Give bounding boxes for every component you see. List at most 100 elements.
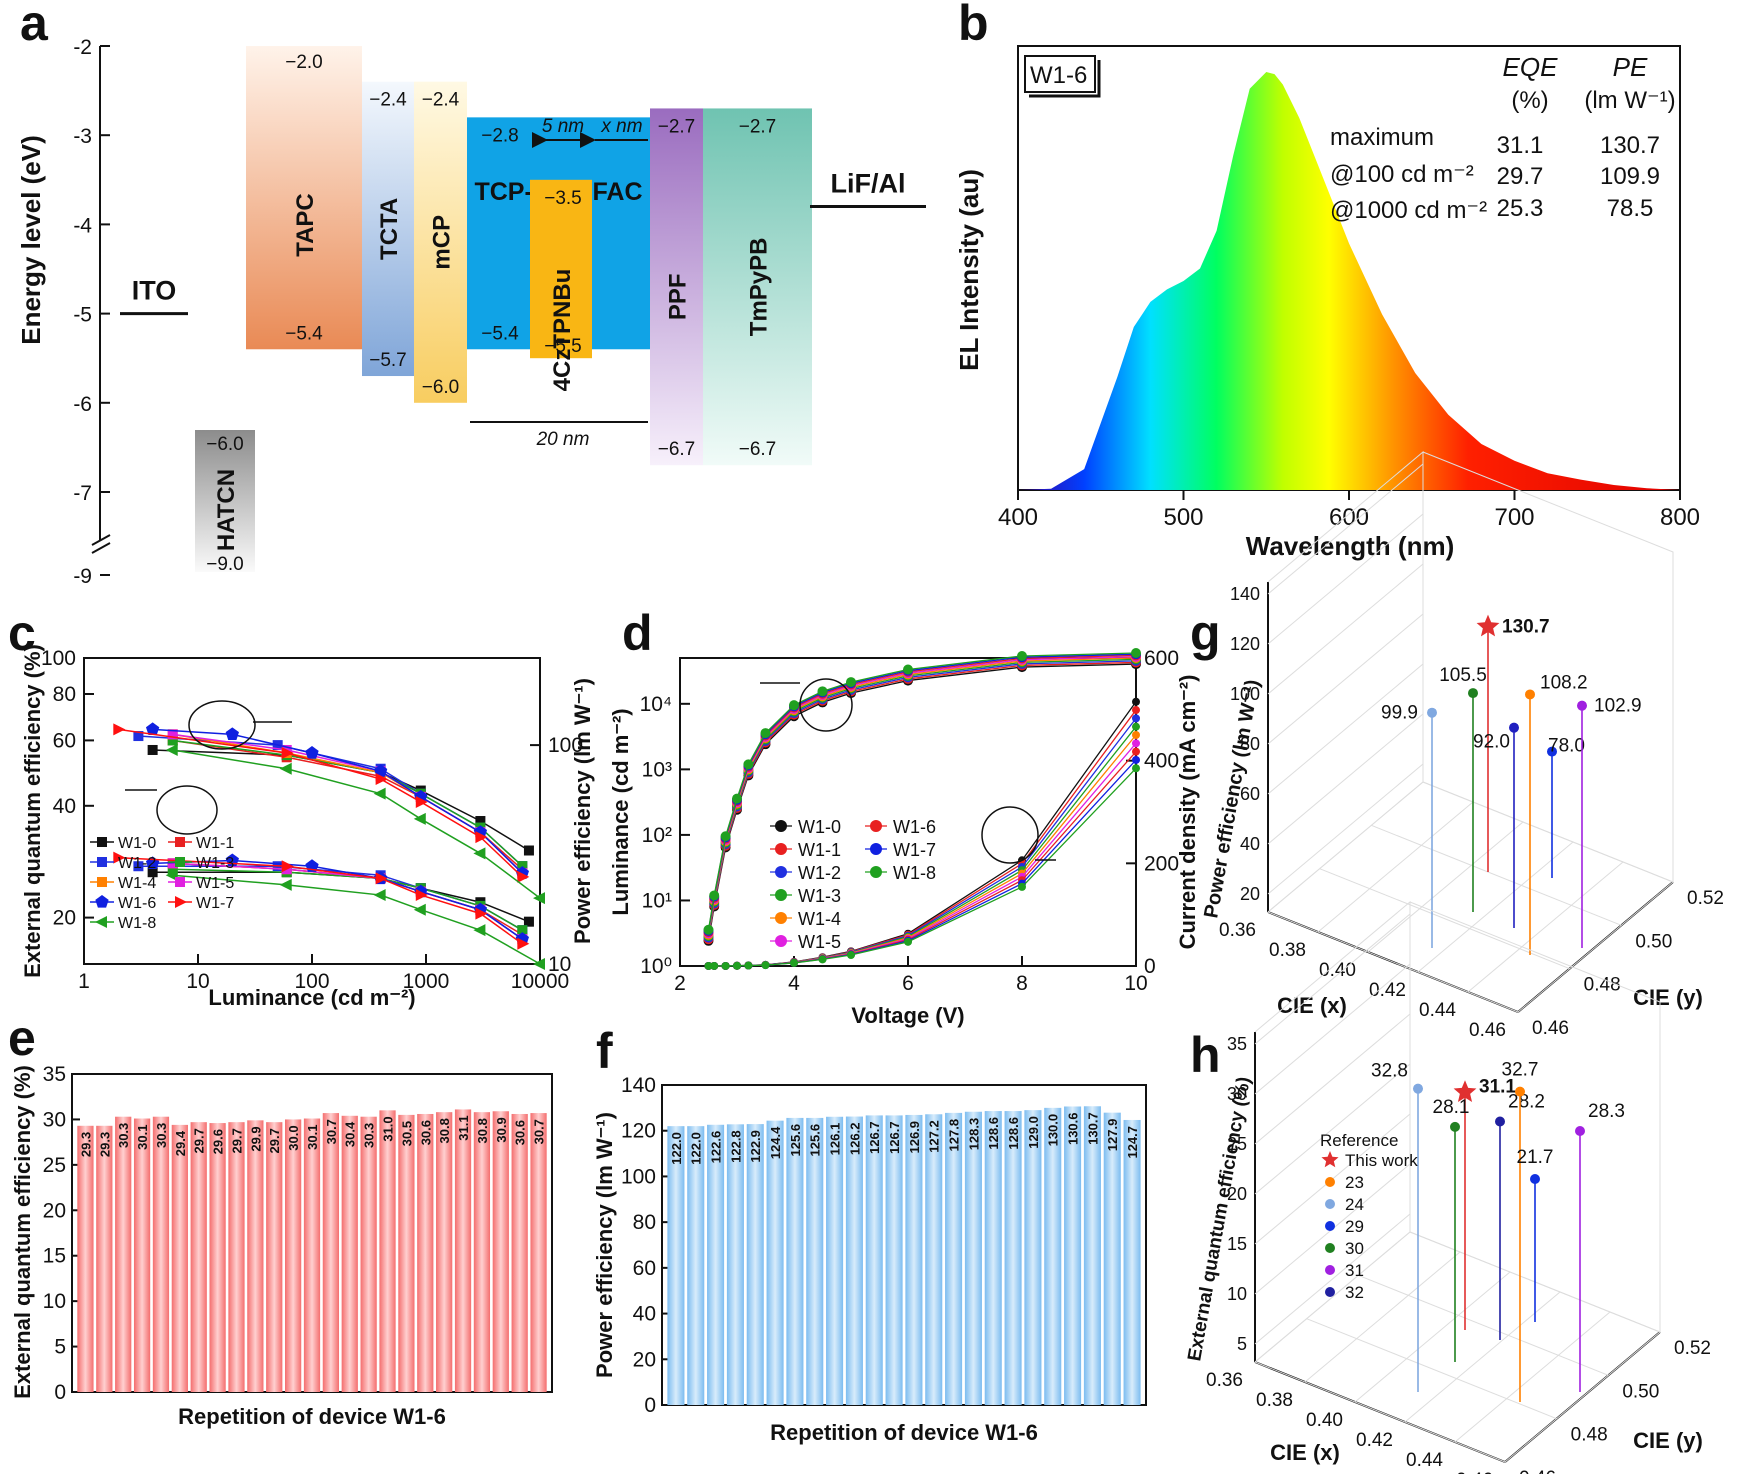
x-tick-label: 0.36 [1219, 920, 1256, 941]
panel-b: b 400 500 600 700 800 Wavelength (nm) EL Int… [954, 0, 1700, 561]
data-point [1132, 722, 1140, 731]
bar-label: 128.6 [1006, 1117, 1021, 1150]
bar-label: 122.0 [689, 1132, 704, 1165]
data-point [175, 837, 185, 847]
data-point [1132, 731, 1140, 739]
bar-y-tick-label: 10 [43, 1290, 66, 1313]
series-w1-6 [703, 650, 1141, 970]
bar [285, 1119, 302, 1392]
data-point [517, 925, 528, 936]
table-unit-pe: (lm W⁻¹) [1584, 87, 1675, 114]
data-point [305, 746, 319, 759]
data-point [167, 729, 178, 740]
bar-y-tick-label: 140 [621, 1074, 656, 1097]
data-point [903, 664, 913, 675]
data-point [1018, 882, 1026, 891]
bar-y-tick-label: 0 [54, 1381, 66, 1404]
data-point [761, 961, 770, 970]
bar-label: 31.1 [456, 1115, 471, 1140]
bar-label: 130.7 [1085, 1112, 1100, 1145]
bar [303, 1118, 321, 1392]
bar-y-tick-label: 25 [43, 1154, 66, 1177]
bar-label: 124.7 [1125, 1126, 1140, 1159]
jd-tick-label: 400 [1144, 750, 1179, 773]
layer-4cztpnbu-block [530, 179, 592, 359]
bar [1024, 1110, 1042, 1405]
series-line [172, 749, 541, 899]
layer-ppf-block [650, 108, 703, 466]
marker [1427, 707, 1437, 718]
data-point [475, 816, 486, 827]
data-point [279, 762, 292, 775]
panel-label-e: e [8, 1010, 36, 1066]
marker [1495, 1116, 1505, 1127]
bar [726, 1124, 744, 1405]
bar-label: 30.1 [305, 1125, 320, 1150]
bar [209, 1123, 226, 1392]
data-point [790, 958, 798, 967]
data-point [904, 937, 912, 946]
layer-tapc-block [246, 46, 362, 350]
lum-tick-label-d: 10² [642, 824, 672, 847]
z-tick-label: 15 [1227, 1234, 1247, 1254]
data-point [760, 728, 771, 739]
energy-tick-label: -9 [73, 565, 92, 588]
x-tick-label: 0.38 [1269, 940, 1306, 961]
bar [247, 1120, 264, 1392]
panel-d: d 2 4 6 8 10 10⁰ 10¹ 10² 10³ 10⁴ 0 200 400 600 W1-0 W1… [608, 605, 1200, 1028]
jd-tick-label: 600 [1144, 647, 1179, 670]
layer-ito-label: ITO [132, 276, 177, 306]
bar [945, 1112, 963, 1405]
legend-entry-c: W1-1 [196, 835, 234, 852]
wavelength-tick-label: 600 [1329, 504, 1369, 531]
z-tick-label: 60 [1240, 784, 1260, 804]
data-point [1132, 714, 1140, 723]
marker [1468, 688, 1478, 699]
data-point [817, 686, 828, 697]
pe-tick-label-c: 10 [548, 953, 571, 976]
layer-tcp-bp-sfac-homo: −5.4 [481, 323, 519, 344]
point-28.2: 28.2 [1495, 1092, 1545, 1340]
marker [1530, 1174, 1540, 1185]
series-w1-3 [703, 654, 1141, 970]
bar-label: 29.7 [192, 1128, 207, 1153]
el-intensity-axis-label: EL Intensity (au) [954, 169, 984, 371]
series-w1-8 [165, 743, 545, 970]
series-line [172, 868, 523, 931]
x-tick-label: 0.44 [1419, 1000, 1456, 1021]
layer-ppf-label: PPF [665, 273, 692, 320]
layer-4cztpnbu-homo: −5.5 [544, 336, 582, 357]
bar [228, 1122, 245, 1392]
el-spectrum-area [1018, 72, 1680, 490]
bar-label: 30.3 [116, 1123, 131, 1148]
panel-label-f: f [596, 1023, 613, 1079]
point-label: 99.9 [1381, 703, 1418, 724]
data-point [475, 831, 488, 844]
data-point [167, 864, 178, 875]
lum-tick-label-d: 10¹ [642, 889, 672, 912]
data-point [847, 951, 855, 960]
point-label: 105.5 [1439, 665, 1487, 686]
bar [766, 1120, 784, 1405]
data-point [373, 764, 388, 777]
data-point [373, 889, 386, 902]
layer-tapc-label: TAPC [292, 193, 319, 257]
bar [96, 1125, 113, 1392]
bar-label: 126.9 [907, 1121, 922, 1154]
data-point [133, 731, 144, 742]
z-tick-label: 20 [1240, 884, 1260, 904]
bar [826, 1116, 844, 1405]
bar [925, 1114, 943, 1405]
star-marker [1476, 614, 1500, 637]
legend-entry-c: W1-3 [196, 855, 234, 872]
data-point [743, 759, 754, 770]
annotation-xnm: x nm [600, 116, 642, 137]
bar-y-tick-label: 20 [43, 1199, 66, 1222]
z-tick-label: 80 [1240, 734, 1260, 754]
marker [1509, 722, 1519, 733]
layer-tapc-lumo: −2.0 [285, 52, 323, 73]
data-point [704, 961, 713, 970]
bar-label: 30.8 [437, 1118, 452, 1143]
pe-tick-label-c: 100 [548, 734, 583, 757]
luminance-line [707, 661, 1137, 940]
